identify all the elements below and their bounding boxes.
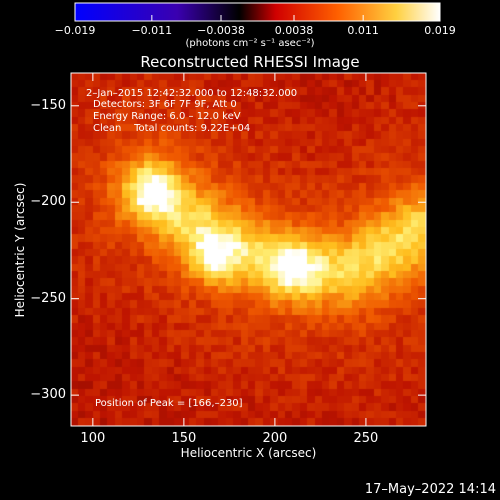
colorbar-tick-label: −0.0038 — [197, 24, 245, 37]
x-tick-label: 150 — [171, 431, 197, 446]
axis-ticks — [71, 73, 426, 426]
footer-timestamp: 17–May–2022 14:14 — [364, 482, 496, 497]
annotation-energy-range: Energy Range: 6.0 – 12.0 keV — [93, 111, 241, 122]
colorbar-unit-label: (photons cm⁻² s⁻¹ asec⁻²) — [185, 38, 315, 49]
annotation-clean-counts: Clean Total counts: 9.22E+04 — [93, 123, 251, 134]
colorbar-tick-label: −0.011 — [131, 24, 173, 37]
annotation-time-range: 2–Jan–2015 12:42:32.000 to 12:48:32.000 — [86, 88, 298, 99]
y-tick-label: −150 — [30, 97, 66, 113]
y-tick-label: −200 — [30, 194, 66, 210]
colorbar-tick-label: 0.019 — [424, 24, 456, 37]
colorbar-gradient — [74, 2, 441, 22]
x-axis-label: Heliocentric X (arcsec) — [180, 446, 317, 460]
colorbar-ticks — [74, 15, 441, 21]
x-tick-label: 250 — [353, 431, 379, 446]
plot-area — [71, 73, 426, 426]
heatmap-image — [71, 73, 426, 426]
x-tick-label: 100 — [80, 431, 106, 446]
chart-title: Reconstructed RHESSI Image — [140, 53, 360, 71]
annotation-detectors: Detectors: 3F 6F 7F 9F, Att 0 — [93, 99, 237, 110]
plot-frame — [70, 72, 427, 427]
y-tick-label: −250 — [30, 290, 66, 306]
colorbar-tick-label: 0.0038 — [274, 24, 314, 37]
x-tick-label: 200 — [262, 431, 288, 446]
annotation-peak-position: Position of Peak = [166,–230] — [95, 398, 243, 409]
colorbar — [74, 2, 441, 22]
colorbar-tick-label: 0.011 — [347, 24, 379, 37]
colorbar-tick-label: −0.019 — [54, 24, 96, 37]
y-tick-label: −300 — [30, 387, 66, 403]
y-axis-label: Heliocentric Y (arcsec) — [13, 182, 27, 318]
